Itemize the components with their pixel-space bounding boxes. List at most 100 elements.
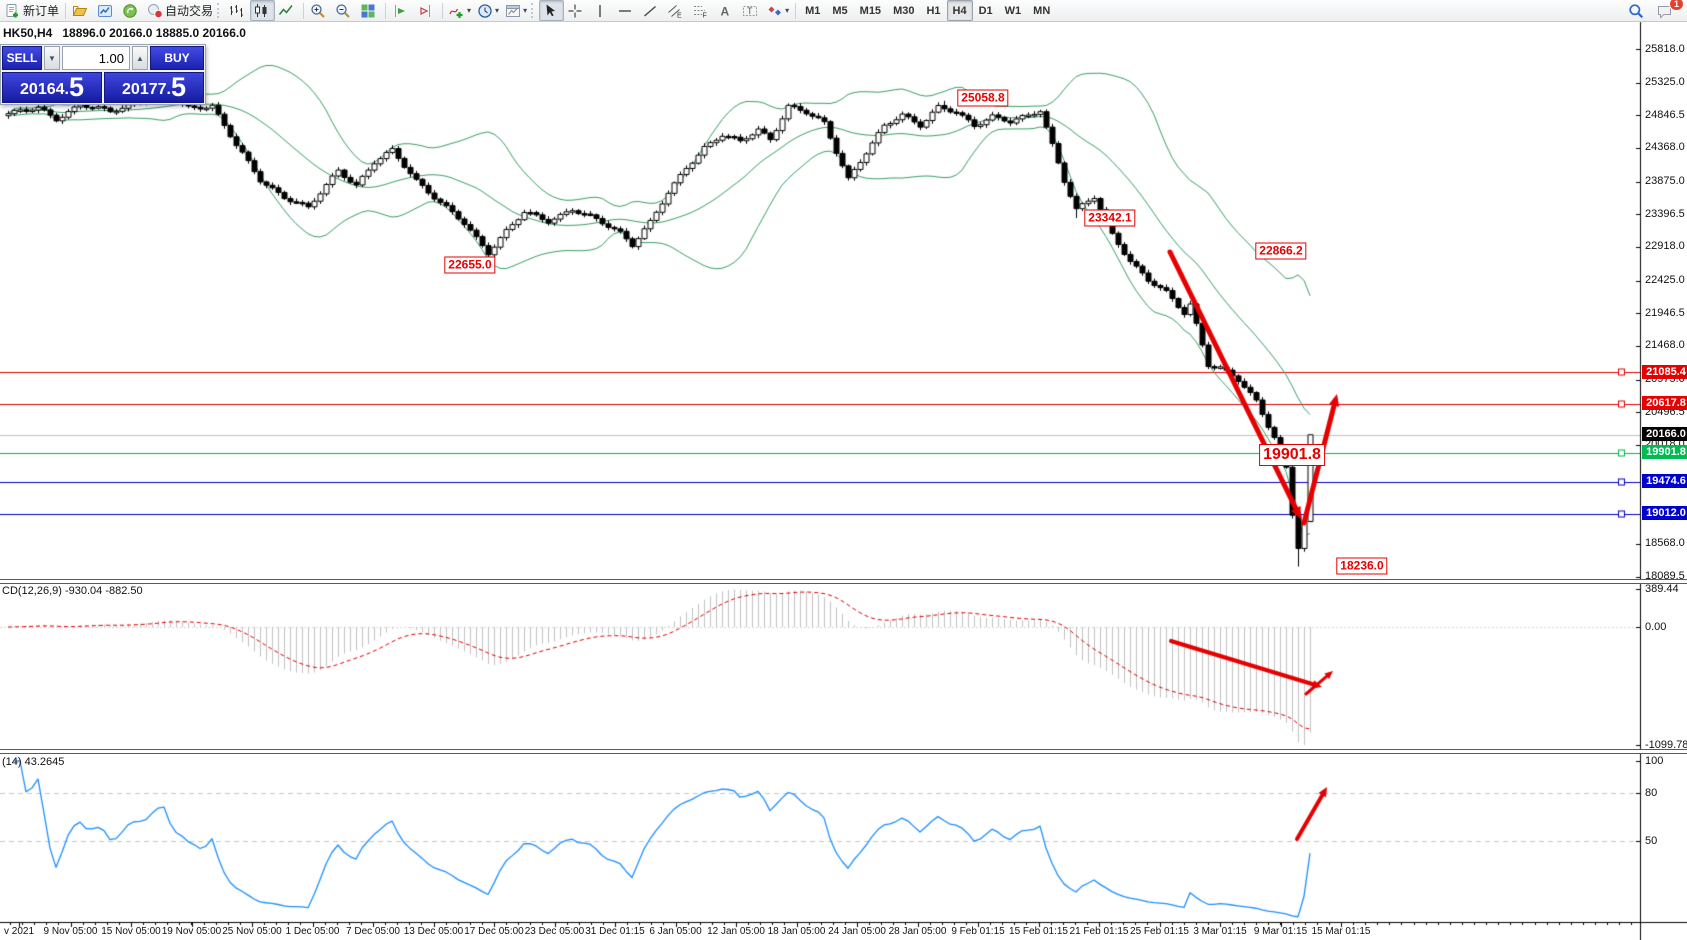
vertical-line-button[interactable] [589,0,614,21]
buy-button[interactable]: BUY [150,46,204,70]
search-button[interactable] [1625,0,1650,21]
price-annotation-label[interactable]: 23342.1 [1084,209,1136,227]
rsi-pane-splitter[interactable] [0,749,1687,754]
signals-button[interactable] [119,0,144,21]
timeframe-m30[interactable]: M30 [887,0,920,21]
new-order-icon [5,3,21,19]
dropdown-caret-icon: ▾ [785,5,790,15]
price-line-label: 19474.6 [1642,474,1687,489]
zoom-out-button[interactable] [332,0,357,21]
svg-text:T: T [747,6,753,16]
dropdown-caret-icon: ▾ [495,5,500,15]
profiles-icon [72,3,88,19]
sell-button[interactable]: SELL [2,46,42,70]
notification-badge: 1 [1668,0,1684,11]
price-tick-label: 25325.0 [1645,76,1685,89]
equidistant-channel-button[interactable]: E [664,0,689,21]
price-annotation-label[interactable]: 19901.8 [1259,444,1325,466]
auto-scroll-button[interactable] [389,0,414,21]
text-label-icon: T [742,3,758,19]
timeframe-d1[interactable]: D1 [973,0,999,21]
timeframe-m1[interactable]: M1 [799,0,826,21]
profiles-button[interactable] [69,0,94,21]
text-button[interactable]: A [714,0,739,21]
arrows-button[interactable]: ▾ [764,0,792,21]
timeframe-m30-label: M30 [893,4,915,17]
macd-tick-label: -1099.78 [1645,738,1687,751]
tile-windows-button[interactable] [357,0,382,21]
toolbar-separator [442,2,444,19]
text-icon: A [717,3,733,19]
indicators-button[interactable]: ▾ [446,0,474,21]
chart-shift-button[interactable] [414,0,439,21]
templates-icon [505,3,521,19]
timeframe-m5[interactable]: M5 [826,0,853,21]
trendline-button[interactable] [639,0,664,21]
price-annotation-label[interactable]: 25058.8 [957,89,1009,107]
volume-decrease-button[interactable]: ▼ [44,46,60,70]
macd-pane-splitter[interactable] [0,579,1687,584]
time-tick-label: 19 Nov 05:00 [161,926,222,937]
timeframe-h1-label: H1 [926,4,941,17]
timeframe-mn[interactable]: MN [1027,0,1056,21]
svg-text:F: F [703,12,707,19]
price-line-label: 21085.4 [1642,364,1687,379]
templates-button[interactable]: ▾ [502,0,530,21]
buy-price-display[interactable]: 20177. 5 [104,72,204,103]
candlestick-icon [253,3,269,19]
sell-price-display[interactable]: 20164. 5 [2,72,102,103]
bar-chart-button[interactable] [225,0,250,21]
timeframe-h1[interactable]: H1 [920,0,946,21]
price-annotation-label[interactable]: 22655.0 [444,256,496,274]
line-chart-button[interactable] [275,0,300,21]
time-tick-label: 25 Nov 05:00 [222,926,282,937]
timeframe-h4-label: H4 [952,4,967,17]
equidistant-channel-icon: E [667,3,683,19]
timeframe-h4[interactable]: H4 [946,0,973,21]
time-tick-label: 24 Jan 05:00 [828,926,886,937]
horizontal-line-icon [617,3,633,19]
cursor-button[interactable] [539,0,565,21]
market-watch-icon [97,3,113,19]
sell-price-big: 5 [68,72,84,102]
horizontal-line-button[interactable] [614,0,639,21]
periods-button[interactable]: ▾ [474,0,502,21]
fibonacci-button[interactable]: F [689,0,714,21]
price-tick-label: 23875.0 [1645,175,1685,188]
time-tick-label: 13 Dec 05:00 [403,926,464,937]
fibonacci-icon: F [692,3,708,19]
buy-price-big: 5 [170,72,186,102]
timeframe-w1-label: W1 [1004,4,1022,17]
price-tick-label: 23396.5 [1645,207,1685,220]
price-annotation-label[interactable]: 18236.0 [1336,557,1388,575]
time-tick-label: 9 Nov 05:00 [43,926,98,937]
candlestick-chart-button[interactable] [250,0,276,21]
text-label-button[interactable]: T [739,0,764,21]
auto-trading-button[interactable]: 自动交易 [144,0,216,21]
timeframe-w1[interactable]: W1 [999,0,1028,21]
timeframe-m15[interactable]: M15 [854,0,887,21]
price-tick-label: 24368.0 [1645,141,1685,154]
time-tick-label: 25 Feb 01:15 [1130,926,1189,937]
time-tick-label: 7 Dec 05:00 [346,926,400,937]
volume-input[interactable]: 1.00 [62,46,130,70]
volume-increase-button[interactable]: ▲ [132,46,148,70]
timeframe-m1-label: M1 [805,4,821,17]
crosshair-button[interactable] [564,0,589,21]
time-tick-label: 28 Jan 05:00 [888,926,947,937]
market-watch-button[interactable] [94,0,119,21]
sell-price-main: 20164. [20,81,69,98]
new-order-button[interactable]: 新订单 [2,0,62,21]
vertical-line-icon [592,3,608,19]
time-tick-label: 23 Dec 05:00 [524,926,585,937]
signals-icon [122,3,138,19]
time-tick-label: 18 Jan 05:00 [767,926,826,937]
auto-scroll-icon [392,3,408,19]
notifications-button[interactable]: 1 [1654,0,1684,21]
time-tick-label: 9 Feb 01:15 [951,926,1005,937]
time-tick-label: 15 Nov 05:00 [101,926,161,937]
zoom-in-button[interactable] [307,0,332,21]
price-annotation-label[interactable]: 22866.2 [1255,242,1307,260]
time-tick-label: v 2021 [3,926,35,937]
